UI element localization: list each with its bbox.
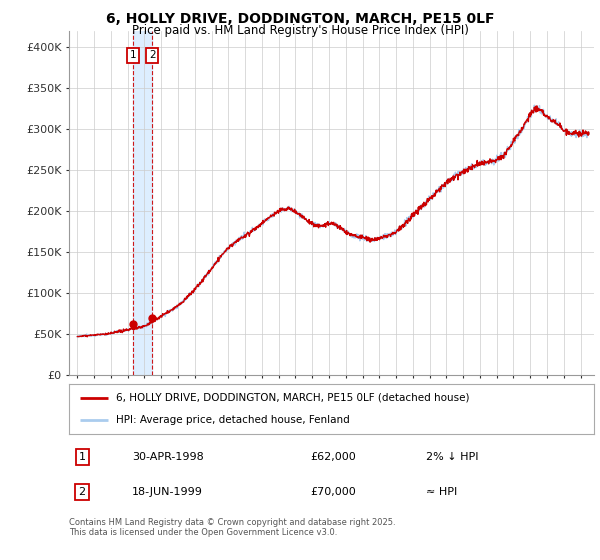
Text: 2: 2 (79, 487, 86, 497)
Text: 6, HOLLY DRIVE, DODDINGTON, MARCH, PE15 0LF: 6, HOLLY DRIVE, DODDINGTON, MARCH, PE15 … (106, 12, 494, 26)
Text: ≈ HPI: ≈ HPI (426, 487, 457, 497)
Text: 1: 1 (79, 452, 86, 462)
Text: 2: 2 (149, 50, 155, 60)
Text: £62,000: £62,000 (311, 452, 356, 462)
Text: 30-APR-1998: 30-APR-1998 (132, 452, 204, 462)
Text: 6, HOLLY DRIVE, DODDINGTON, MARCH, PE15 0LF (detached house): 6, HOLLY DRIVE, DODDINGTON, MARCH, PE15 … (116, 393, 470, 403)
Text: 1: 1 (130, 50, 137, 60)
Bar (133, 31, 152, 375)
Text: HPI: Average price, detached house, Fenland: HPI: Average price, detached house, Fenl… (116, 415, 350, 425)
Text: £70,000: £70,000 (311, 487, 356, 497)
Text: Contains HM Land Registry data © Crown copyright and database right 2025.
This d: Contains HM Land Registry data © Crown c… (69, 518, 395, 538)
Text: 2% ↓ HPI: 2% ↓ HPI (426, 452, 479, 462)
Text: 18-JUN-1999: 18-JUN-1999 (132, 487, 203, 497)
Text: Price paid vs. HM Land Registry's House Price Index (HPI): Price paid vs. HM Land Registry's House … (131, 24, 469, 37)
